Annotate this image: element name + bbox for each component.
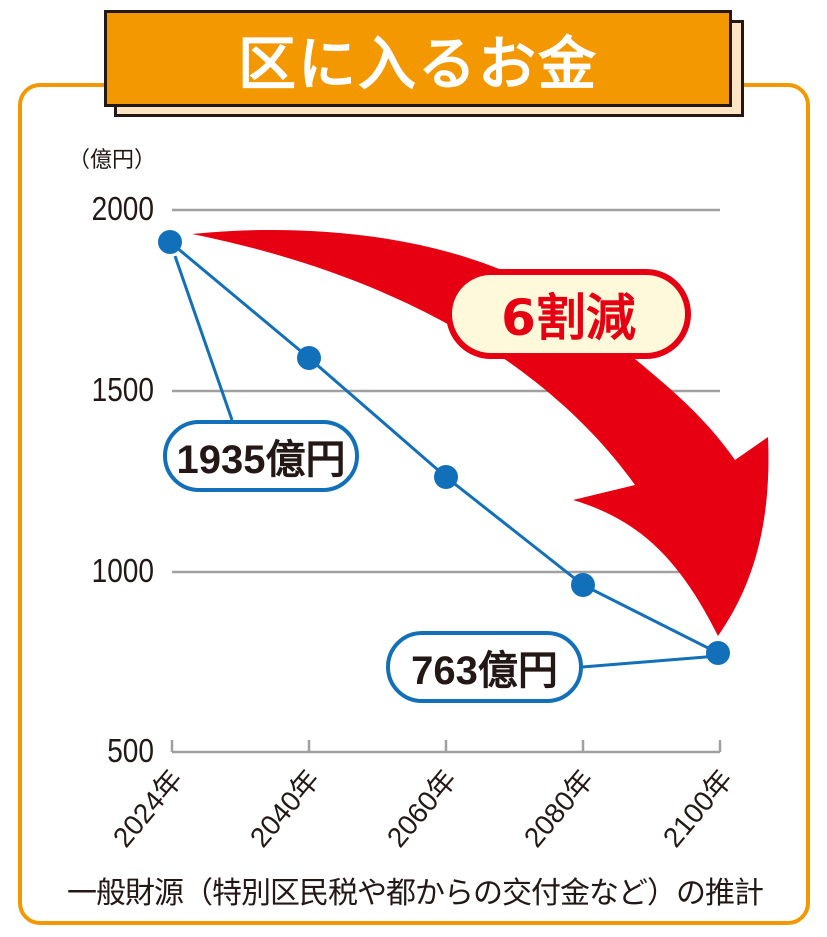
leader-lines [173, 255, 719, 670]
chart-title: 区に入るお金 [237, 29, 598, 98]
callout-end-text: 763億円 [411, 649, 558, 693]
y-tick-1500: 1500 [91, 371, 154, 408]
callout-start-text: 1935億円 [176, 438, 346, 482]
callout-start-value: 1935億円 [163, 420, 359, 492]
y-axis-unit: （億円） [68, 148, 157, 173]
decrease-badge: 6割減 [446, 269, 691, 359]
data-points [158, 230, 730, 665]
y-tick-2000: 2000 [91, 190, 154, 227]
y-tick-1000: 1000 [91, 552, 154, 589]
decrease-badge-text: 6割減 [501, 289, 636, 347]
y-tick-500: 500 [107, 732, 154, 769]
chart-caption: 一般財源（特別区民税や都からの交付金など）の推計 [67, 876, 764, 911]
callout-end-value: 763億円 [386, 631, 583, 703]
title-box: 区に入るお金 [104, 10, 732, 107]
